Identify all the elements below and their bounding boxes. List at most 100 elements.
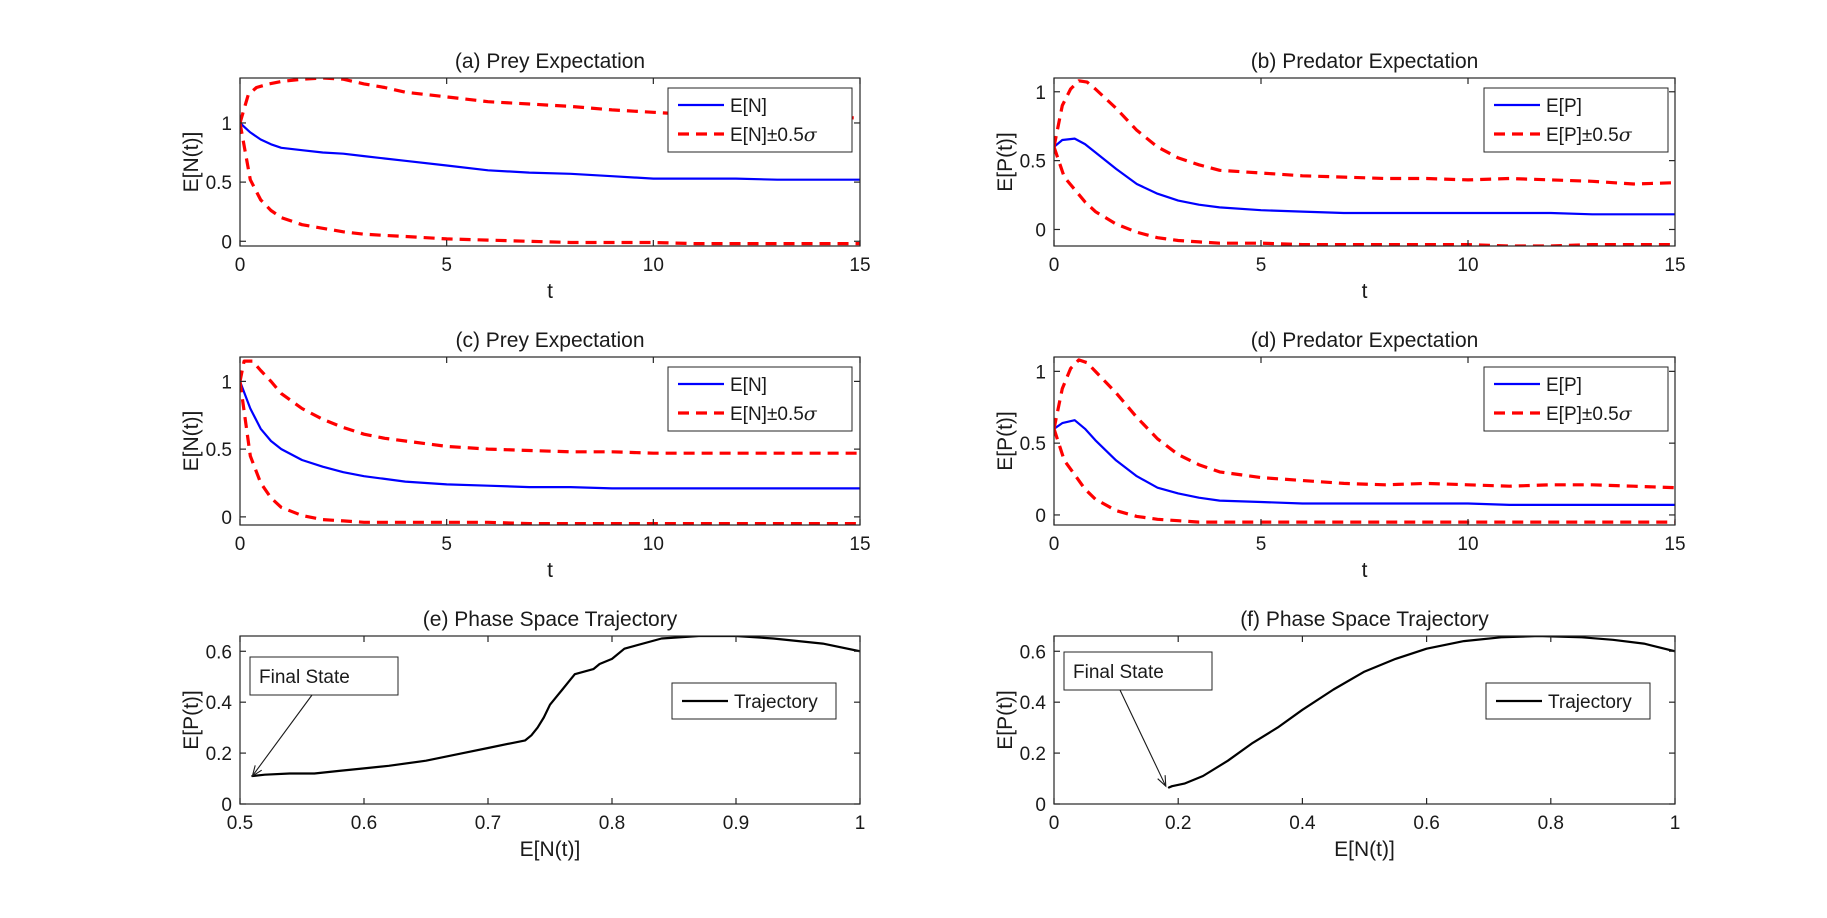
y-tick-label: 0	[221, 795, 232, 816]
series-group	[1054, 79, 1675, 246]
y-tick-label: 0	[1035, 795, 1046, 816]
trajectory-line	[251, 636, 860, 778]
x-tick-label: 0.8	[1538, 813, 1564, 834]
legend-label: E[P]	[1546, 375, 1582, 396]
axes-box	[1053, 356, 1676, 526]
x-tick-label: 10	[643, 534, 664, 555]
x-tick-label: 0.4	[1289, 813, 1316, 834]
legend: E[N] E[N]±0.5σ	[667, 366, 853, 432]
chart-title: (c) Prey Expectation	[455, 329, 644, 352]
chart-title: (a) Prey Expectation	[455, 50, 645, 73]
annotation-text: Final State	[259, 667, 350, 688]
upper-band-line	[1054, 79, 1675, 186]
x-tick-label: 0.6	[1413, 813, 1439, 834]
panel-b: 0 5 10 15 0 0.5 1 (b) Predator Expectation t E[P(…	[994, 50, 1686, 303]
x-tick-label: 15	[849, 534, 870, 555]
x-tick-label: 15	[1664, 534, 1685, 555]
arrow-head-icon	[251, 765, 262, 778]
y-tick-label: 0	[221, 508, 232, 529]
legend: Trajectory	[671, 682, 837, 720]
y-axis-label: E[N(t)]	[180, 132, 203, 193]
upper-band-line	[1054, 358, 1675, 490]
x-tick-label: 10	[1457, 255, 1478, 276]
trajectory-line	[1167, 636, 1675, 789]
y-tick-label: 1	[221, 114, 232, 135]
legend: Trajectory	[1485, 682, 1651, 720]
annotation-box	[1063, 651, 1213, 691]
x-tick-label: 15	[849, 255, 870, 276]
final-state-annotation: Final State	[249, 656, 399, 778]
mean-line	[1054, 419, 1675, 506]
mean-line	[240, 121, 860, 181]
legend-label: E[P]±0.5σ	[1546, 403, 1633, 425]
series-group	[251, 636, 860, 778]
y-axis-label: E[P(t)]	[180, 690, 203, 750]
axes-box	[1053, 635, 1676, 805]
panel-e: 0.5 0.6 0.7 0.8 0.9 1 0 0.2 0.4 0.6 (e) Phase Spac…	[180, 608, 865, 861]
y-tick-label: 1	[221, 372, 232, 393]
x-tick-label: 1	[1670, 813, 1681, 834]
chart-title: (b) Predator Expectation	[1251, 50, 1479, 73]
legend-label: E[P]	[1546, 96, 1582, 117]
series-group	[240, 359, 860, 525]
legend-label: Trajectory	[1548, 692, 1632, 713]
legend: E[P] E[P]±0.5σ	[1483, 87, 1669, 153]
y-tick-label: 0.2	[1020, 744, 1046, 765]
x-tick-label: 15	[1664, 255, 1685, 276]
y-tick-label: 0.5	[1020, 152, 1046, 173]
x-tick-label: 10	[643, 255, 664, 276]
x-tick-label: 0	[1049, 534, 1060, 555]
panel-a: 0 5 10 15 0 0.5 1 (a) Prey Expectation t E[N(t)] E…	[180, 50, 871, 303]
lower-band-line	[240, 122, 860, 246]
x-tick-label: 0.6	[351, 813, 377, 834]
legend-box	[1483, 366, 1669, 432]
annotation-box	[249, 656, 399, 696]
x-tick-label: 0.7	[475, 813, 501, 834]
axes-box	[239, 635, 861, 805]
upper-band-line	[240, 78, 860, 124]
y-axis-label: E[P(t)]	[994, 411, 1017, 471]
x-tick-label: 5	[1256, 255, 1267, 276]
lower-band-line	[240, 381, 860, 525]
annotation-text: Final State	[1073, 662, 1164, 683]
y-tick-label: 0.6	[206, 642, 232, 663]
annotation-arrow	[1119, 689, 1167, 787]
mean-line	[240, 380, 860, 490]
series-group	[1167, 636, 1675, 789]
series-group	[1054, 358, 1675, 524]
y-tick-label: 0	[221, 232, 232, 253]
axes-box	[239, 77, 861, 247]
lower-band-line	[1054, 428, 1675, 524]
legend-label: E[N]±0.5σ	[730, 403, 818, 425]
legend-box	[667, 87, 853, 153]
x-tick-label: 5	[1256, 534, 1267, 555]
legend: E[P] E[P]±0.5σ	[1483, 366, 1669, 432]
y-tick-label: 0.6	[1020, 642, 1046, 663]
axes-box	[1053, 77, 1676, 247]
x-tick-label: 1	[855, 813, 866, 834]
x-axis-label: t	[1362, 559, 1368, 582]
legend-label: E[N]	[730, 96, 767, 117]
legend-label: Trajectory	[734, 692, 818, 713]
y-tick-label: 0	[1035, 220, 1046, 241]
arrow-head-icon	[1157, 775, 1167, 788]
x-axis-label: E[N(t)]	[520, 838, 581, 861]
y-tick-label: 0	[1035, 506, 1046, 527]
panel-f: 0 0.2 0.4 0.6 0.8 1 0 0.2 0.4 0.6 (f) Phase Space …	[994, 608, 1680, 861]
chart-title: (f) Phase Space Trajectory	[1240, 608, 1489, 631]
x-axis-label: t	[547, 559, 553, 582]
x-axis-label: E[N(t)]	[1334, 838, 1395, 861]
x-tick-label: 0.2	[1165, 813, 1191, 834]
series-group	[240, 78, 860, 246]
x-tick-label: 0.8	[599, 813, 625, 834]
panel-c: 0 5 10 15 0 0.5 1 (c) Prey Expectation t E[N(t)] E…	[180, 329, 871, 582]
chart-title: (d) Predator Expectation	[1251, 329, 1479, 352]
y-tick-label: 0.4	[206, 693, 233, 714]
x-tick-label: 0	[235, 255, 246, 276]
y-tick-label: 0.4	[1020, 693, 1047, 714]
x-axis-label: t	[547, 280, 553, 303]
y-tick-label: 0.5	[206, 173, 232, 194]
x-tick-label: 5	[441, 255, 452, 276]
